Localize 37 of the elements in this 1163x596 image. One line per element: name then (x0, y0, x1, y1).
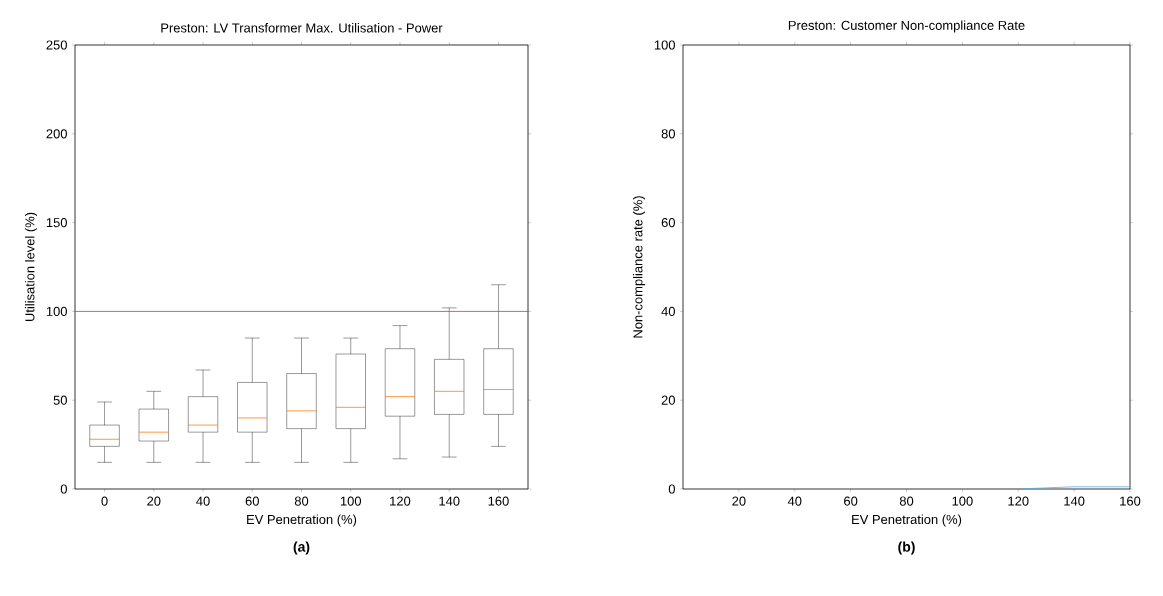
x-axis-title: EV Penetration (%) (247, 514, 357, 527)
x-tick-label: 20 (147, 496, 161, 506)
y-tick-label: 150 (46, 218, 67, 228)
y-tick-label: 50 (53, 395, 67, 405)
y-tick-label: 100 (46, 306, 67, 316)
y-tick-label: 0 (60, 484, 67, 494)
y-tick-label: 80 (661, 129, 675, 139)
x-tick-label: 140 (1064, 496, 1085, 506)
y-tick-label: 0 (668, 484, 675, 494)
x-tick-label: 160 (1120, 496, 1141, 506)
x-tick-label: 80 (899, 496, 914, 506)
y-tick-label: 40 (661, 306, 675, 316)
text: (a) (293, 541, 310, 555)
chart-title: Preston: Customer Non-compliance Rate (788, 20, 1025, 33)
x-tick-label: 20 (732, 496, 746, 506)
text: (b) (898, 541, 915, 555)
x-tick-label: 40 (787, 496, 802, 506)
x-tick-label: 80 (294, 496, 309, 506)
y-tick-label: 100 (654, 40, 675, 50)
x-tick-label: 40 (196, 496, 210, 506)
x-tick-label: 120 (390, 496, 411, 506)
x-tick-label: 120 (1008, 496, 1029, 506)
y-tick-label: 200 (46, 129, 67, 139)
y-axis-title: Utilisation level (%) (24, 212, 38, 322)
y-axis-title: Non-compliance rate (%) (632, 196, 646, 338)
x-tick-label: 100 (952, 496, 973, 506)
y-tick-label: 250 (46, 40, 67, 50)
x-tick-label: 140 (439, 496, 460, 506)
x-tick-label: 100 (340, 496, 362, 506)
x-tick-label: 60 (245, 496, 259, 506)
x-tick-label: 0 (101, 496, 108, 506)
y-tick-label: 20 (661, 395, 675, 405)
chart-title: Preston: LV Transformer Max. Utilisation - Power (161, 22, 443, 33)
y-tick-label: 60 (661, 218, 675, 228)
x-tick-label: 60 (844, 496, 858, 506)
x-tick-label: 160 (488, 496, 509, 506)
x-axis-title: EV Penetration (%) (852, 514, 962, 527)
